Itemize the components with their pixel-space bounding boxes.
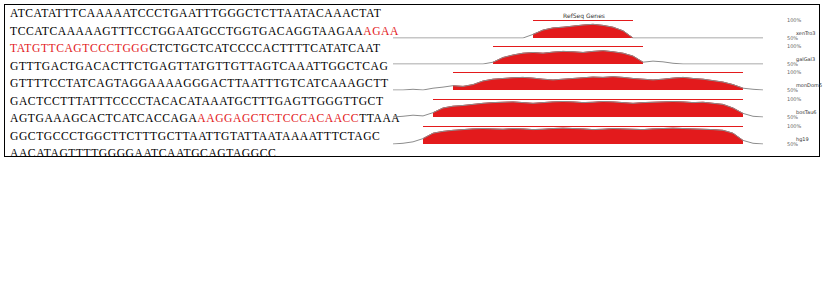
svg-text:monDom5: monDom5 — [796, 82, 822, 88]
svg-text:galGal3: galGal3 — [796, 56, 815, 63]
svg-text:100%: 100% — [787, 123, 802, 129]
html-text:ATCATATTTCAAAAATCCCTGAATTTGGGC: ATCATATTTCAAAAATCCCTGAATTTGGGCTCTTAATACA… — [10, 7, 382, 20]
svg-text:50%: 50% — [787, 35, 798, 41]
html-text:AGTGAAAGCACTCATCACCAGA AAGGAGC: AGTGAAAGCACTCATCACCAGA AAGGAGCTCTCCCACAA… — [10, 112, 401, 125]
svg-text:50%: 50% — [787, 114, 798, 120]
html-text:GTTTTCCTATCAGTAGGAAAAGGGACTTAA: GTTTTCCTATCAGTAGGAAAAGGGACTTAATTTGTCATCA… — [10, 77, 389, 90]
html-text:GTTTGACTGACACTTCTGAGTTATGTTGTT: GTTTGACTGACACTTCTGAGTTATGTTGTTAGTCAAATTG… — [10, 59, 389, 73]
svg-text:100%: 100% — [787, 43, 802, 49]
svg-text:50%: 50% — [787, 87, 798, 93]
svg-text:50%: 50% — [787, 141, 798, 147]
svg-text:xenTro3: xenTro3 — [796, 30, 816, 36]
svg-text:bosTau6: bosTau6 — [796, 109, 816, 115]
svg-text:100%: 100% — [787, 96, 802, 102]
svg-text:50%: 50% — [787, 61, 798, 67]
html-text:GACTCCTTTATTTCCCCTACACATAAATGC: GACTCCTTTATTTCCCCTACACATAAATGCTTTGAGTTGG… — [10, 94, 384, 108]
html-text:AACATAGTTTTGGGGAATCAATGCAGTAGG: AACATAGTTTTGGGGAATCAATGCAGTAGGCC — [10, 147, 277, 160]
svg-text:100%: 100% — [787, 69, 802, 75]
svg-text:100%: 100% — [787, 17, 802, 23]
svg-text:RefSeq Genes: RefSeq Genes — [563, 12, 605, 20]
svg-text:hg19: hg19 — [796, 136, 809, 143]
html-text:TATGTTCAGTCCCTGGG CTCTGCTCATCC: TATGTTCAGTCCCTGGG CTCTGCTCATCCCCACTTTTCA… — [10, 42, 381, 55]
html-text:TCCATCAAAAAGTTTCCTGGAATGCCTGGT: TCCATCAAAAAGTTTCCTGGAATGCCTGGTGACAGGTAAG… — [10, 24, 399, 38]
html-text:GGCTGCCCTGGCTTCTTTGCTTAATTGTAT: GGCTGCCCTGGCTTCTTTGCTTAATTGTATTAATAAAATT… — [10, 129, 381, 143]
